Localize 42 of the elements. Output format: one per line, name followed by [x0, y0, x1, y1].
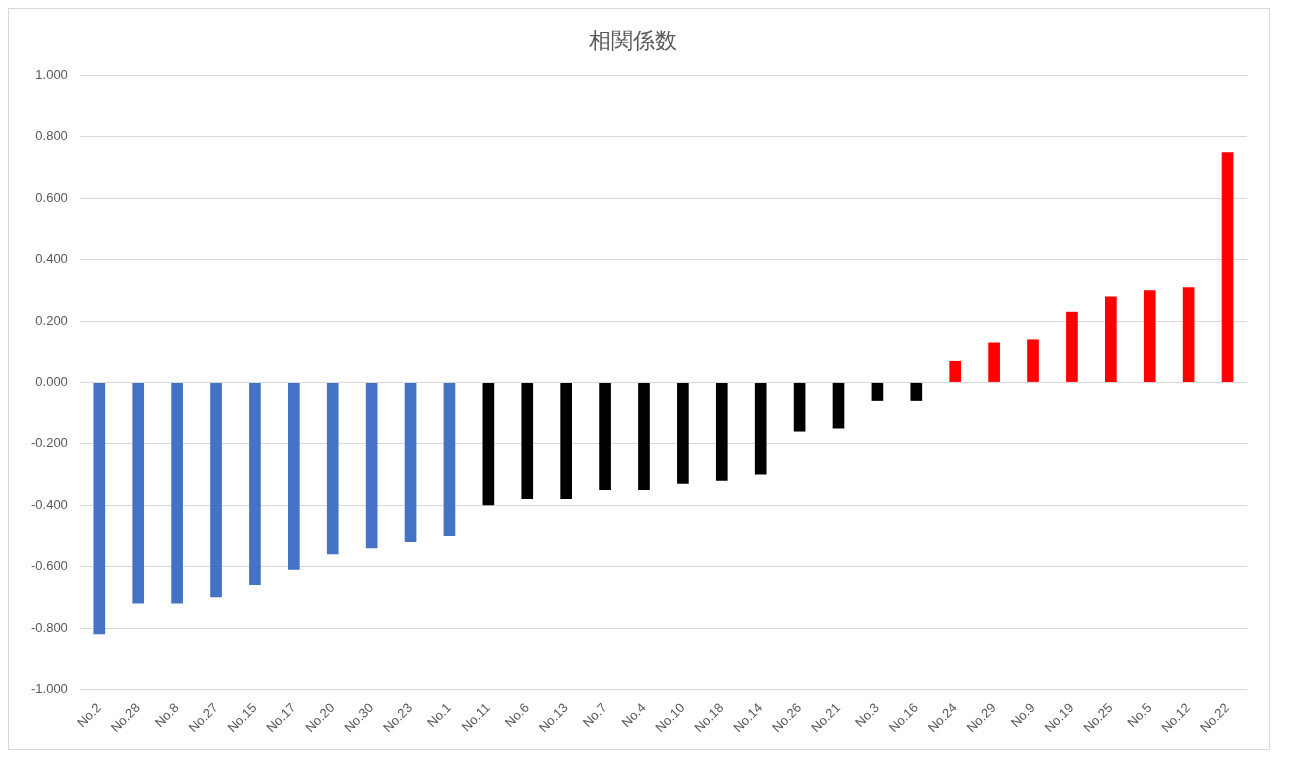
y-tick-label: -0.400 [30, 496, 68, 512]
bar [871, 382, 884, 401]
bar [1066, 311, 1078, 382]
bar [754, 382, 767, 475]
bar [599, 382, 611, 490]
bar [1182, 287, 1195, 382]
bar [832, 382, 845, 429]
bar [793, 382, 806, 432]
bar [949, 360, 962, 382]
bar [988, 342, 1000, 382]
bar [443, 382, 456, 536]
bar [1143, 290, 1156, 382]
y-tick-label: 0.000 [35, 374, 68, 389]
y-tick-label: -0.800 [30, 619, 68, 635]
bar [1027, 339, 1039, 382]
y-tick-label: 0.200 [35, 312, 68, 328]
y-tick-label: 1.000 [35, 66, 68, 82]
y-tick-label: -0.600 [30, 558, 68, 574]
bar [1105, 296, 1117, 382]
bar [249, 382, 261, 586]
bar [560, 382, 573, 500]
bar [404, 382, 417, 543]
bar [93, 382, 106, 635]
bar [638, 382, 650, 490]
y-tick-label: -0.200 [30, 435, 68, 451]
bar [677, 382, 689, 484]
bar [132, 382, 145, 604]
bar [521, 382, 534, 500]
bar [288, 382, 300, 570]
chart-title: 相関係数 [589, 27, 677, 53]
bar [1221, 152, 1234, 382]
bar [482, 382, 495, 506]
y-tick-label: 0.800 [35, 128, 68, 144]
y-tick-label: -1.000 [30, 681, 68, 697]
bar [210, 382, 222, 598]
y-tick-label: 0.600 [35, 189, 68, 205]
y-tick-label: 0.400 [35, 251, 68, 267]
bar [365, 382, 378, 549]
bar [326, 382, 339, 555]
bar [910, 382, 923, 401]
bar [715, 382, 728, 481]
bar [171, 382, 183, 604]
